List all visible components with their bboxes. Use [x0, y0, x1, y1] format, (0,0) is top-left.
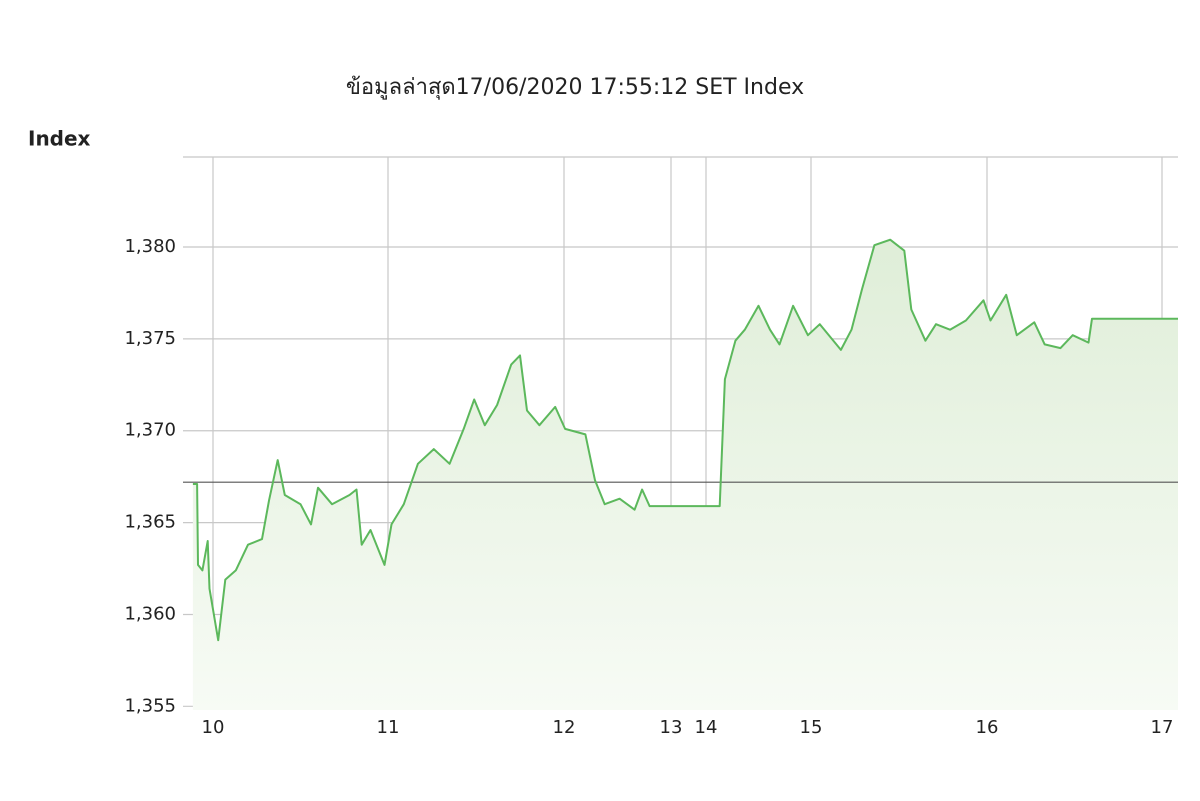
x-tick-label: 14	[695, 717, 718, 738]
y-tick-label: 1,380	[124, 236, 176, 257]
y-tick-label: 1,365	[124, 512, 176, 533]
y-tick-label: 1,370	[124, 420, 176, 441]
x-tick-label: 12	[553, 717, 576, 738]
price-line	[192, 238, 1178, 642]
x-tick-label: 13	[660, 717, 683, 738]
y-tick-label: 1,360	[124, 603, 176, 624]
x-tick-label: 15	[800, 717, 823, 738]
y-axis-label: Index	[28, 127, 91, 151]
area-fill	[192, 239, 1179, 710]
y-tick-label: 1,375	[124, 328, 176, 349]
y-tick-label: 1,355	[124, 695, 176, 716]
x-tick-label: 16	[976, 717, 999, 738]
chart-title: ข้อมูลล่าสุด17/06/2020 17:55:12 SET Inde…	[346, 75, 804, 100]
x-tick-label: 17	[1151, 717, 1174, 738]
x-tick-label: 10	[202, 717, 225, 738]
x-tick-label: 11	[377, 717, 400, 738]
